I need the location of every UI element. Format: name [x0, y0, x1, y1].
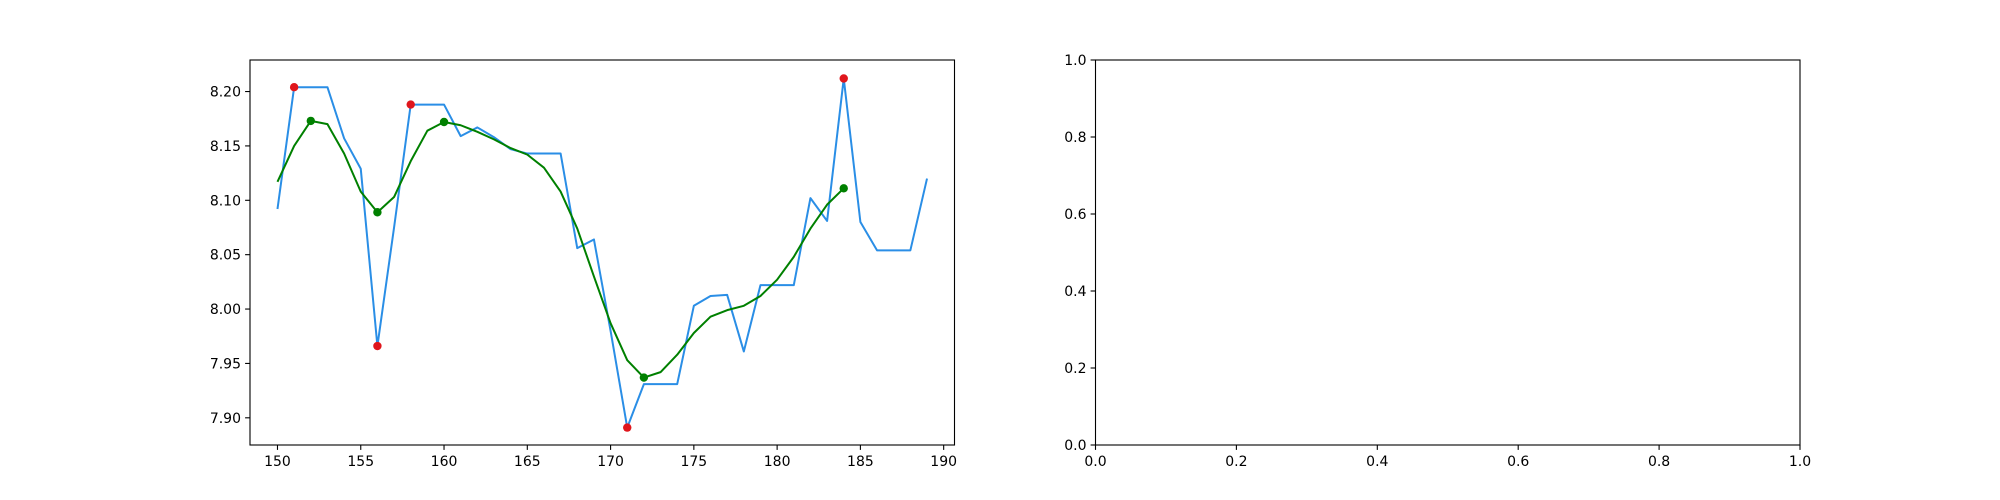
- scatter-point: [306, 116, 315, 126]
- scatter-point: [439, 117, 449, 127]
- y-tick-label: 8.15: [210, 139, 241, 155]
- scatter-point: [373, 208, 382, 217]
- x-tick-label: 0.8: [1648, 454, 1670, 470]
- y-tick-label: 0.0: [1064, 438, 1086, 454]
- y-tick-label: 0.6: [1064, 207, 1086, 223]
- scatter-point: [406, 100, 415, 109]
- x-tick-label: 170: [597, 454, 624, 470]
- y-tick-label: 8.00: [210, 302, 241, 318]
- scatter-point: [373, 341, 382, 351]
- x-tick-label: 0.4: [1366, 454, 1388, 470]
- x-tick-label: 165: [514, 454, 541, 470]
- y-tick-label: 8.05: [210, 248, 241, 264]
- x-tick-label: 150: [264, 454, 291, 470]
- axes-frame: [1094, 59, 1801, 446]
- x-tick-label: 185: [847, 454, 874, 470]
- x-tick-label: 0.2: [1225, 454, 1247, 470]
- y-tick-label: 0.4: [1064, 284, 1086, 300]
- x-tick-label: 0.6: [1507, 454, 1529, 470]
- x-tick-label: 160: [431, 454, 458, 470]
- y-tick-label: 0.8: [1064, 130, 1086, 146]
- y-tick-label: 1.0: [1064, 53, 1086, 69]
- y-tick-label: 8.20: [210, 85, 241, 101]
- scatter-point: [839, 184, 848, 193]
- x-tick-label: 155: [347, 454, 374, 470]
- x-tick-label: 1.0: [1789, 454, 1811, 470]
- x-tick-label: 190: [930, 454, 957, 470]
- x-tick-label: 180: [764, 454, 791, 470]
- scatter-point: [639, 373, 649, 382]
- y-tick-label: 8.10: [210, 193, 241, 209]
- y-tick-label: 7.90: [210, 411, 241, 427]
- x-tick-label: 175: [680, 454, 707, 470]
- axes-frame: [249, 59, 956, 446]
- y-tick-label: 0.2: [1064, 361, 1086, 377]
- line-series: [276, 119, 845, 379]
- scatter-point: [839, 74, 848, 83]
- line-series: [276, 77, 928, 429]
- x-tick-label: 0.0: [1084, 454, 1106, 470]
- y-tick-label: 7.95: [210, 356, 241, 372]
- scatter-point: [623, 423, 632, 432]
- scatter-point: [289, 82, 299, 92]
